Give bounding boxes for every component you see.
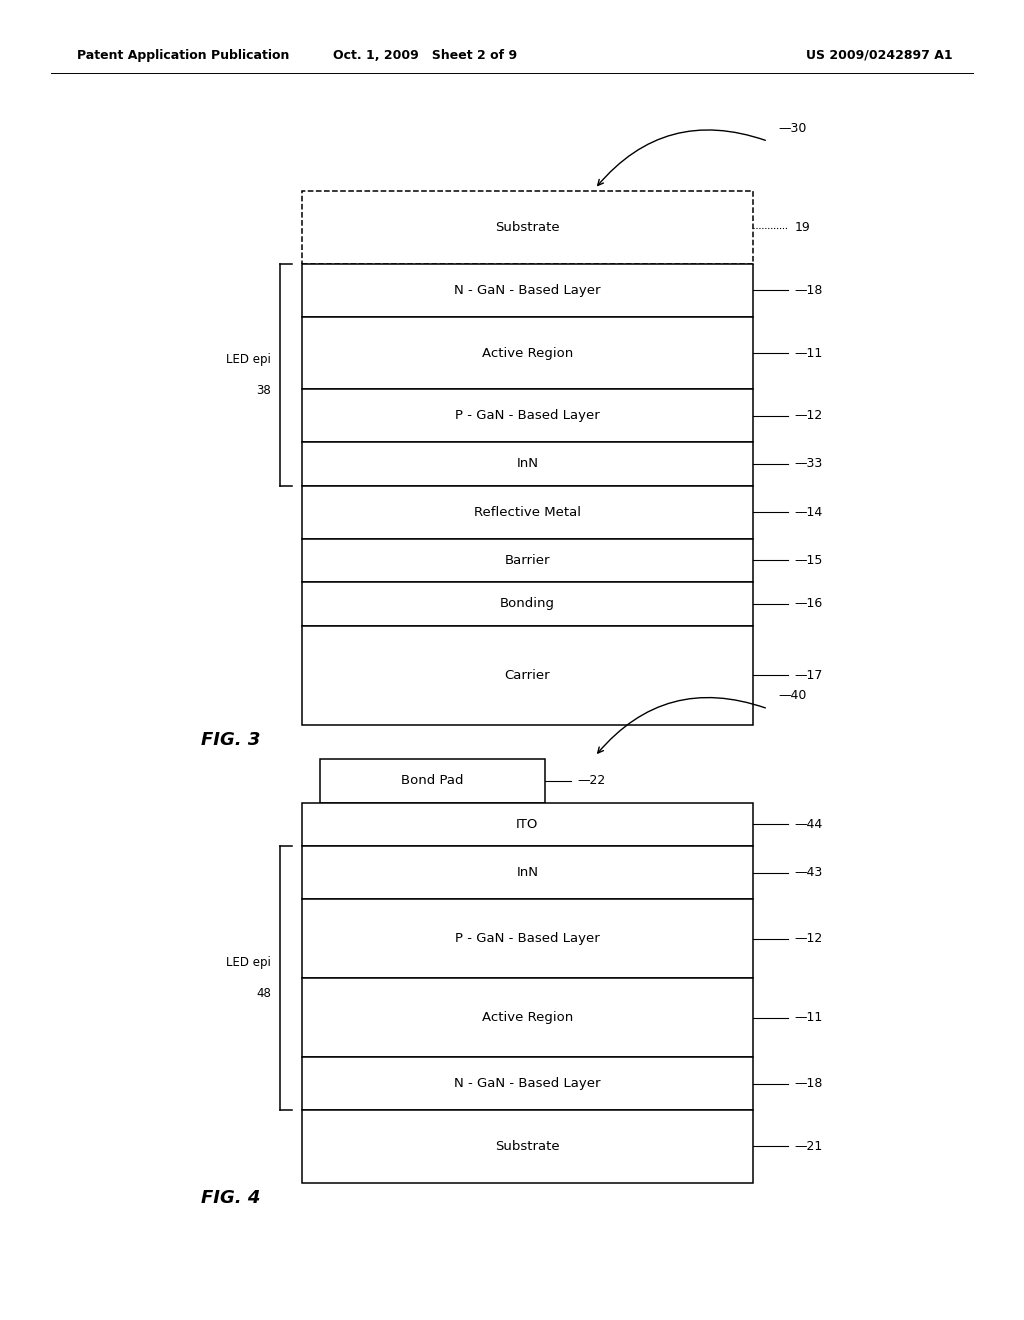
Bar [302, 978, 753, 1057]
Bar [302, 626, 753, 725]
Text: —16: —16 [795, 598, 823, 610]
Bar [302, 582, 753, 626]
Text: —18: —18 [795, 1077, 823, 1090]
Text: —22: —22 [578, 775, 605, 787]
Text: —44: —44 [795, 818, 823, 830]
Text: N - GaN - Based Layer: N - GaN - Based Layer [454, 284, 601, 297]
Bar [302, 442, 753, 486]
Text: Patent Application Publication: Patent Application Publication [77, 49, 289, 62]
Text: —21: —21 [795, 1140, 823, 1152]
Text: —11: —11 [795, 1011, 823, 1024]
Text: LED epi: LED epi [226, 956, 271, 969]
Text: 38: 38 [257, 384, 271, 397]
Text: 48: 48 [256, 987, 271, 1001]
Text: Barrier: Barrier [505, 554, 550, 566]
Text: —12: —12 [795, 409, 823, 422]
Text: —17: —17 [795, 669, 823, 681]
Text: —18: —18 [795, 284, 823, 297]
Text: 19: 19 [795, 222, 810, 234]
Text: —33: —33 [795, 458, 823, 470]
Text: —14: —14 [795, 506, 823, 519]
Text: P - GaN - Based Layer: P - GaN - Based Layer [455, 932, 600, 945]
Text: —43: —43 [795, 866, 823, 879]
Text: FIG. 4: FIG. 4 [201, 1189, 260, 1208]
Bar [302, 389, 753, 442]
Bar [302, 1110, 753, 1183]
Bar [302, 803, 753, 846]
Text: —40: —40 [778, 689, 807, 702]
Text: Substrate: Substrate [495, 1140, 560, 1152]
Text: InN: InN [516, 458, 539, 470]
Text: —11: —11 [795, 347, 823, 359]
Bar [302, 264, 753, 317]
Text: —12: —12 [795, 932, 823, 945]
Text: ITO: ITO [516, 818, 539, 830]
Text: FIG. 3: FIG. 3 [201, 731, 260, 750]
Bar [321, 759, 546, 803]
Bar [302, 1057, 753, 1110]
Text: —30: —30 [778, 121, 807, 135]
Bar [302, 539, 753, 582]
Text: Bonding: Bonding [500, 598, 555, 610]
Text: Active Region: Active Region [481, 347, 573, 359]
Text: InN: InN [516, 866, 539, 879]
Text: Oct. 1, 2009   Sheet 2 of 9: Oct. 1, 2009 Sheet 2 of 9 [333, 49, 517, 62]
Text: US 2009/0242897 A1: US 2009/0242897 A1 [806, 49, 952, 62]
Bar [302, 846, 753, 899]
Bar [302, 191, 753, 264]
Text: Carrier: Carrier [505, 669, 550, 681]
Text: N - GaN - Based Layer: N - GaN - Based Layer [454, 1077, 601, 1090]
Text: Substrate: Substrate [495, 222, 560, 234]
Text: Reflective Metal: Reflective Metal [474, 506, 581, 519]
Bar [302, 486, 753, 539]
Text: —15: —15 [795, 554, 823, 566]
Text: Bond Pad: Bond Pad [401, 775, 464, 787]
Text: LED epi: LED epi [226, 352, 271, 366]
Bar [302, 317, 753, 389]
Bar [302, 899, 753, 978]
Text: Active Region: Active Region [481, 1011, 573, 1024]
Text: P - GaN - Based Layer: P - GaN - Based Layer [455, 409, 600, 422]
